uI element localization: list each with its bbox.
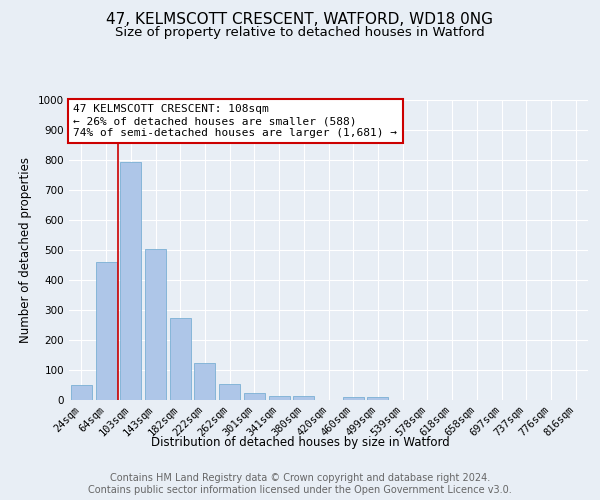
Text: 47 KELMSCOTT CRESCENT: 108sqm
← 26% of detached houses are smaller (588)
74% of : 47 KELMSCOTT CRESCENT: 108sqm ← 26% of d… (73, 104, 397, 138)
Bar (194, 362, 215, 400)
Bar (95, 262, 116, 400)
Bar (219, 384, 240, 400)
Bar (343, 397, 364, 400)
Bar (120, 162, 141, 400)
Bar (367, 397, 388, 400)
Bar (71, 385, 92, 400)
Bar (170, 318, 191, 400)
Bar (145, 248, 166, 400)
Bar (244, 394, 265, 400)
Text: Distribution of detached houses by size in Watford: Distribution of detached houses by size … (151, 436, 449, 449)
Text: Size of property relative to detached houses in Watford: Size of property relative to detached ho… (115, 26, 485, 39)
Bar (293, 396, 314, 400)
Text: 47, KELMSCOTT CRESCENT, WATFORD, WD18 0NG: 47, KELMSCOTT CRESCENT, WATFORD, WD18 0N… (107, 12, 493, 28)
Text: Contains HM Land Registry data © Crown copyright and database right 2024.
Contai: Contains HM Land Registry data © Crown c… (88, 474, 512, 495)
Y-axis label: Number of detached properties: Number of detached properties (19, 157, 32, 343)
Bar (269, 396, 290, 400)
